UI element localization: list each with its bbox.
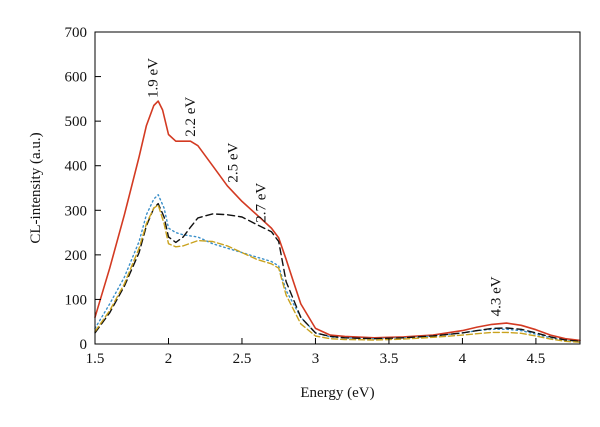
- ticks-layer: 1.5 2 2.5 3 3.5 4 4.5 0 100 200 300 400 500 600 700: [65, 25, 546, 367]
- x-tick-label: 4.5: [527, 351, 546, 367]
- y-tick-label: 0: [80, 337, 88, 353]
- y-tick-label: 200: [65, 248, 88, 264]
- series-line-3: [94, 202, 581, 342]
- x-tick-label: 3: [312, 351, 320, 367]
- series-layer: [94, 100, 581, 343]
- peak-annotation: 2.2 eV: [183, 97, 199, 137]
- peak-annotation: 2.5 eV: [226, 142, 242, 182]
- x-tick-label: 2.5: [233, 351, 252, 367]
- series-line-1: [94, 100, 581, 342]
- series-line-4: [94, 204, 581, 343]
- plot-frame: [94, 31, 581, 345]
- series-line-2: [94, 194, 581, 343]
- x-tick-label: 1.5: [86, 351, 105, 367]
- y-tick-label: 500: [65, 114, 88, 130]
- x-tick-label: 3.5: [380, 351, 399, 367]
- peak-annotation: 4.3 eV: [489, 276, 505, 316]
- y-tick-label: 100: [65, 292, 88, 308]
- y-tick-label: 300: [65, 203, 88, 219]
- x-tick-label: 2: [165, 351, 173, 367]
- y-axis-title: CL-intensity (a.u.): [28, 132, 44, 243]
- y-tick-label: 600: [65, 70, 88, 86]
- peak-annotation: 1.9 eV: [145, 58, 161, 98]
- x-axis-title: Energy (eV): [300, 385, 374, 401]
- y-tick-label: 700: [65, 25, 88, 41]
- peak-annotation: 2.7 eV: [253, 183, 269, 223]
- annotations-layer: 1.9 eV 2.2 eV 2.5 eV 2.7 eV 4.3 eV: [145, 58, 504, 317]
- x-tick-label: 4: [459, 351, 467, 367]
- y-tick-label: 400: [65, 159, 88, 175]
